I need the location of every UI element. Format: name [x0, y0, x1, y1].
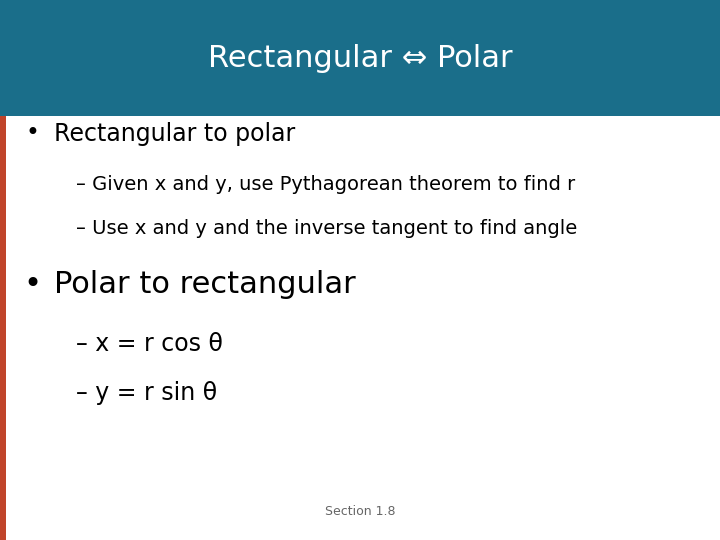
Text: Section 1.8: Section 1.8: [325, 505, 395, 518]
Text: •: •: [25, 122, 40, 145]
Text: Rectangular ⇔ Polar: Rectangular ⇔ Polar: [207, 44, 513, 72]
Text: •: •: [23, 270, 42, 299]
Text: – Given x and y, use Pythagorean theorem to find r: – Given x and y, use Pythagorean theorem…: [76, 176, 575, 194]
Text: – Use x and y and the inverse tangent to find angle: – Use x and y and the inverse tangent to…: [76, 219, 577, 238]
Text: Rectangular to polar: Rectangular to polar: [54, 122, 295, 145]
Bar: [0, 0, 720, 116]
Text: – x = r cos θ: – x = r cos θ: [76, 332, 222, 356]
Bar: [0, 116, 6, 540]
Text: Polar to rectangular: Polar to rectangular: [54, 270, 356, 299]
Text: – y = r sin θ: – y = r sin θ: [76, 381, 217, 404]
